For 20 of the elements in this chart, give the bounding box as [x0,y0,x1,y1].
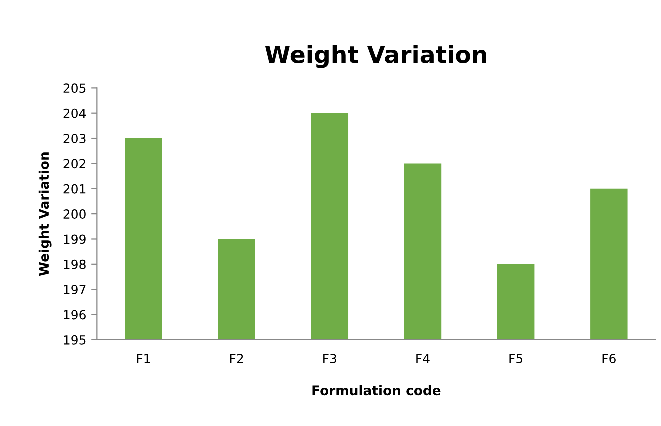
x-tick-label: F4 [416,354,430,364]
x-tick-label: F5 [510,354,523,364]
y-tick-label: 195 [64,335,86,345]
y-tick-label: 205 [64,84,86,94]
y-tick-label: 201 [64,184,86,194]
x-tick-label: F2 [230,354,244,364]
x-tick-label: F1 [137,354,150,364]
y-tick-label: 200 [64,210,86,219]
y-tick-label: 204 [64,108,86,118]
y-tick-label: 199 [64,234,86,244]
x-axis-title: Formulation code [312,385,441,396]
chart-title: Weight Variation [265,45,486,68]
y-tick-label: 202 [64,159,86,169]
y-tick-label: 198 [64,260,86,270]
y-tick-label: 203 [64,134,86,144]
y-tick-label: 196 [64,310,86,320]
y-axis-title: Weight Variation [38,152,52,276]
x-tick-label: F6 [602,354,616,364]
x-tick-label: F3 [324,354,336,364]
y-tick-label: 197 [64,285,86,295]
